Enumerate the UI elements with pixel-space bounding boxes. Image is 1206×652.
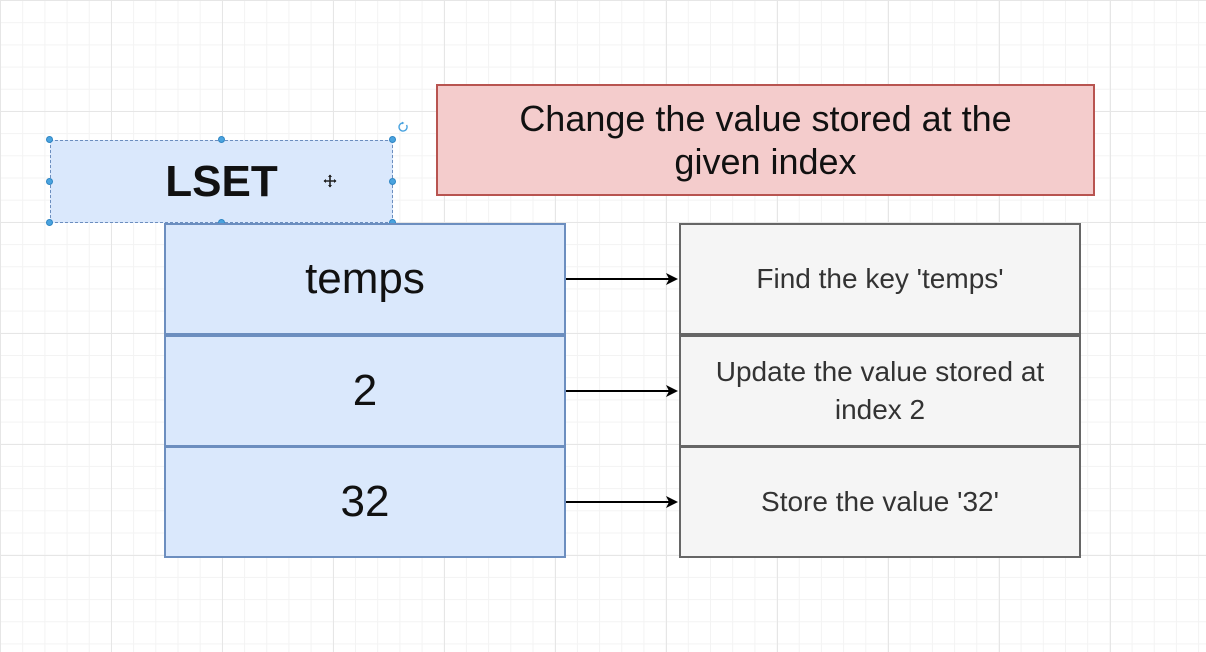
explanation-cell-value[interactable]: Store the value '32' bbox=[679, 446, 1081, 558]
arg-index-label: 2 bbox=[352, 366, 378, 415]
arg-value-label: 32 bbox=[340, 477, 390, 526]
resize-handle-right[interactable] bbox=[389, 178, 396, 185]
command-label: LSET bbox=[165, 156, 278, 206]
explanation-cell-index[interactable]: Update the value stored at index 2 bbox=[679, 335, 1081, 447]
description-text: Change the value stored at the given ind… bbox=[519, 98, 1012, 182]
arg-cell-key[interactable]: temps bbox=[164, 223, 566, 335]
explanation-value-text: Store the value '32' bbox=[761, 486, 999, 517]
resize-handle-top[interactable] bbox=[218, 136, 225, 143]
arg-cell-value[interactable]: 32 bbox=[164, 446, 566, 558]
move-cursor-icon bbox=[323, 174, 337, 188]
explanation-cell-key[interactable]: Find the key 'temps' bbox=[679, 223, 1081, 335]
arg-cell-index[interactable]: 2 bbox=[164, 335, 566, 447]
rotate-icon[interactable] bbox=[397, 121, 409, 133]
resize-handle-left[interactable] bbox=[46, 178, 53, 185]
resize-handle-top-left[interactable] bbox=[46, 136, 53, 143]
arg-key-label: temps bbox=[305, 254, 425, 303]
resize-handle-bottom-left[interactable] bbox=[46, 219, 53, 226]
description-box[interactable]: Change the value stored at the given ind… bbox=[436, 84, 1095, 196]
resize-handle-top-right[interactable] bbox=[389, 136, 396, 143]
command-box-lset[interactable]: LSET bbox=[50, 140, 393, 223]
explanation-key-text: Find the key 'temps' bbox=[756, 263, 1004, 294]
explanation-index-text: Update the value stored at index 2 bbox=[715, 356, 1045, 425]
